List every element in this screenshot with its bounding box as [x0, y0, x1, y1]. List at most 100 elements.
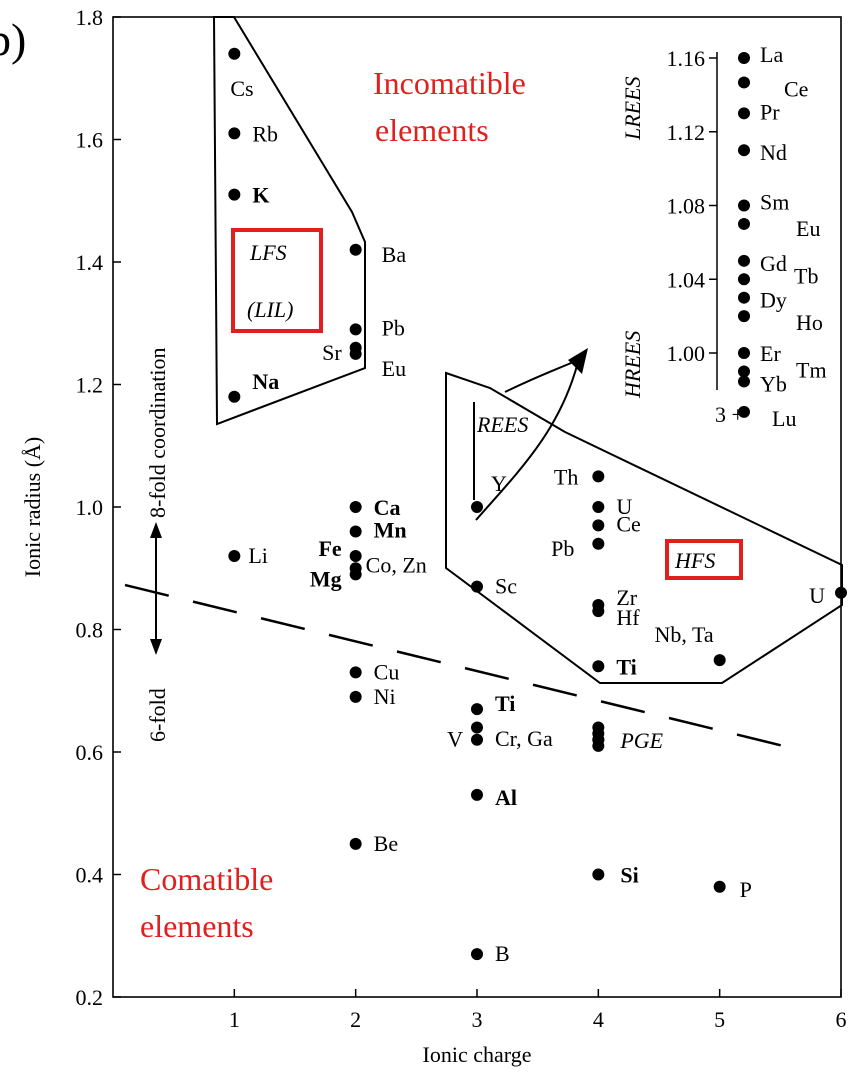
panel-label: b) — [0, 14, 26, 65]
inset-point-label: Lu — [772, 406, 796, 431]
point-label: Ba — [382, 242, 407, 267]
y-axis-title: Ionic radius (Å) — [20, 437, 45, 578]
point-label: Si — [620, 863, 638, 888]
point-label: Al — [495, 785, 517, 810]
data-point — [592, 470, 605, 483]
y-tick-label: 1.6 — [76, 128, 104, 153]
inset-point — [738, 375, 750, 388]
lfs-highlight-box — [231, 228, 323, 333]
point-label: Sr — [322, 340, 342, 365]
data-point — [592, 868, 605, 881]
point-label: Be — [374, 831, 398, 856]
ticks-layer: 1 2 3 4 5 6 0.2 0.4 0.6 0.8 1.0 1.2 1.4 1.6 1.8 — [76, 5, 847, 1032]
compatibility-divider — [124, 583, 801, 752]
hfs-label: HFS — [674, 548, 715, 573]
point-label: P — [740, 877, 752, 902]
x-tick-label: 6 — [836, 1007, 847, 1032]
point-label: Ti — [616, 654, 636, 679]
point-label: Cs — [230, 76, 253, 101]
x-axis-title: Ionic charge — [423, 1042, 532, 1067]
point-label: Nb, Ta — [654, 622, 713, 647]
inset-point — [738, 273, 750, 286]
inset-point — [738, 310, 750, 323]
lil-label: (LIL) — [247, 297, 293, 322]
data-point — [349, 347, 362, 360]
rees-label: REES — [476, 412, 528, 437]
x-tick-label: 5 — [714, 1007, 725, 1032]
hfs-highlight-box — [665, 539, 743, 580]
inset-point-label: Tm — [796, 357, 827, 382]
x-tick-label: 1 — [229, 1007, 240, 1032]
inset-point — [738, 291, 750, 304]
inset-point-label: Pr — [760, 99, 780, 124]
point-label: Pb — [382, 315, 405, 340]
point-label: V — [447, 727, 463, 752]
data-point — [471, 703, 483, 716]
point-label: PGE — [619, 728, 663, 753]
inset-point-label: Eu — [796, 216, 820, 241]
y-tick-label: 0.2 — [76, 985, 104, 1010]
point-label: Zr — [616, 585, 637, 610]
data-point — [471, 501, 483, 513]
y-tick-label: 1.2 — [76, 373, 104, 398]
coordination-8fold-label: 8-fold coordination — [145, 348, 170, 518]
inset-lrees-label: LREES — [620, 76, 645, 141]
data-point — [349, 666, 362, 679]
point-label: K — [252, 183, 269, 208]
inset-hrees-label: HREES — [620, 331, 645, 399]
data-point — [349, 501, 362, 513]
inset-point — [738, 144, 750, 157]
compatible-label-line1: Comatible — [140, 861, 273, 897]
data-point — [713, 654, 726, 667]
data-point — [592, 537, 605, 550]
point-label: B — [495, 941, 510, 966]
x-tick-label: 3 — [472, 1007, 483, 1032]
y-tick-label: 0.4 — [76, 863, 104, 888]
data-point — [592, 605, 605, 618]
data-point — [471, 788, 483, 801]
inset-point — [738, 365, 750, 378]
inset-tick-label: 1.16 — [667, 46, 706, 71]
data-point — [471, 721, 483, 734]
x-tick-label: 4 — [593, 1007, 604, 1032]
rees-arrow-curve-outer — [504, 359, 579, 393]
point-label: Mn — [374, 518, 407, 543]
inset-point-label: Nd — [760, 140, 787, 165]
data-point — [228, 550, 241, 562]
lfs-label: LFS — [249, 240, 287, 265]
rees-arrow-curve — [475, 361, 579, 521]
lfs-region-outline — [212, 16, 366, 426]
data-point — [228, 188, 241, 201]
point-label: Th — [554, 464, 578, 489]
coordination-arrow-down — [150, 639, 162, 655]
point-label: Y — [491, 471, 507, 496]
point-label: Ca — [374, 495, 401, 520]
data-point — [228, 390, 241, 403]
point-label: Li — [248, 543, 268, 568]
data-point — [713, 880, 726, 893]
data-point — [471, 948, 483, 961]
compatible-label-line2: elements — [140, 908, 254, 944]
y-tick-label: 1.4 — [76, 250, 104, 275]
point-label: Ce — [616, 511, 640, 536]
inset-tick-label: 1.00 — [667, 341, 706, 366]
inset-point — [738, 405, 750, 418]
data-point — [228, 127, 241, 140]
inset-point — [738, 52, 750, 64]
inset-point — [738, 199, 750, 212]
point-label: U — [809, 583, 825, 608]
point-label: Mg — [310, 566, 342, 591]
coordination-arrow-up — [150, 522, 162, 538]
inset-point-label: Ho — [796, 310, 823, 335]
point-label: Pb — [551, 536, 574, 561]
data-point — [349, 525, 362, 538]
y-tick-label: 1.0 — [76, 495, 104, 520]
point-label: Eu — [382, 356, 406, 381]
point-label: Co, Zn — [366, 552, 427, 577]
coordination-6fold-label: 6-fold — [145, 688, 170, 742]
inset-point — [738, 347, 750, 359]
